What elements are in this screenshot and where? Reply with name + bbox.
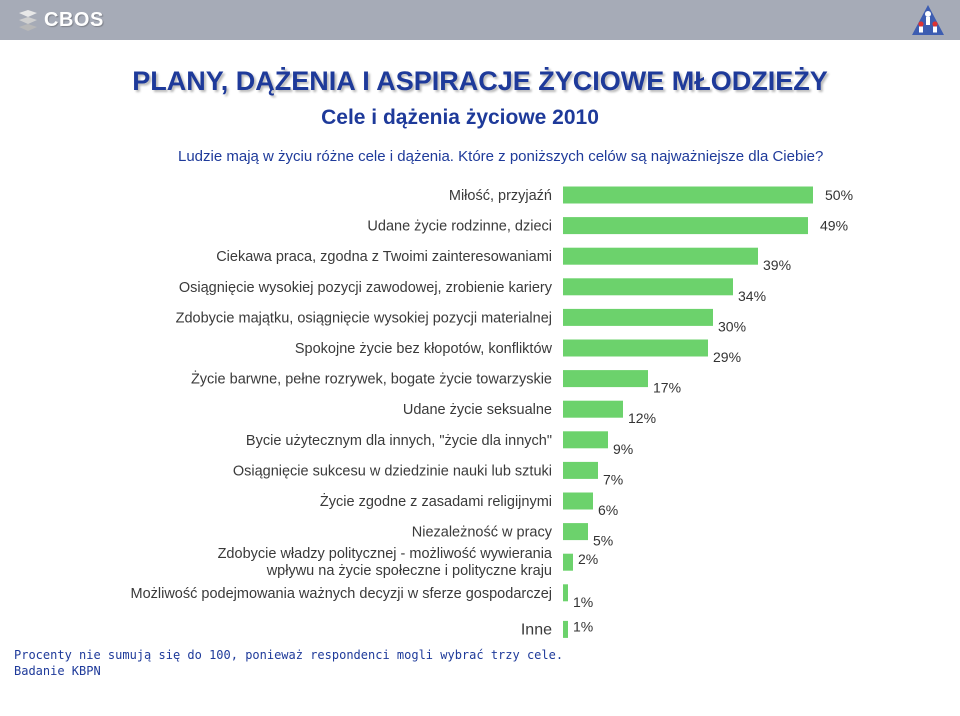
- survey-question: Ludzie mają w życiu różne cele i dążenia…: [178, 148, 824, 165]
- value-label: 7%: [603, 471, 623, 487]
- category-label: Ciekawa praca, zgodna z Twoimi zainteres…: [216, 249, 552, 265]
- category-label: Zdobycie majątku, osiągnięcie wysokiej p…: [176, 310, 552, 326]
- bar: [563, 370, 648, 388]
- bar: [563, 308, 713, 326]
- category-label: Inne: [521, 621, 552, 638]
- value-label: 50%: [825, 187, 853, 203]
- page-title: PLANY, DĄŻENIA I ASPIRACJE ŻYCIOWE MŁODZ…: [132, 66, 828, 96]
- bar: [563, 620, 568, 638]
- bar-chart: Miłość, przyjaźń 50% Udane życie rodzinne,…: [131, 186, 853, 638]
- chart-subtitle: Cele i dążenia życiowe 2010: [321, 106, 599, 129]
- value-label: 30%: [718, 318, 746, 334]
- people-emblem-icon: [912, 5, 944, 35]
- value-label: 6%: [598, 502, 618, 518]
- category-label: Udane życie rodzinne, dzieci: [367, 219, 552, 235]
- bar: [563, 584, 568, 602]
- category-label: Życie zgodne z zasadami religijnymi: [320, 492, 552, 510]
- cbos-logo: CBOS: [16, 6, 104, 34]
- category-label: Możliwość podejmowania ważnych decyzji w…: [131, 586, 553, 602]
- value-label: 49%: [820, 218, 848, 234]
- bar: [563, 186, 813, 204]
- bar: [563, 523, 588, 541]
- category-label: Niezależność w pracy: [412, 525, 553, 541]
- cbos-logo-icon: [19, 10, 37, 31]
- value-label: 1%: [573, 594, 593, 610]
- category-label: Osiągnięcie wysokiej pozycji zawodowej, …: [179, 280, 553, 296]
- header-bar: CBOS: [0, 0, 960, 40]
- value-label: 9%: [613, 441, 633, 457]
- category-label: Osiągnięcie sukcesu w dziedzinie nauki l…: [233, 463, 552, 479]
- value-label: 17%: [653, 380, 681, 396]
- category-label: Udane życie seksualne: [403, 402, 552, 418]
- value-label: 1%: [573, 618, 593, 634]
- bar: [563, 339, 708, 357]
- value-label: 29%: [713, 349, 741, 365]
- bar: [563, 247, 758, 265]
- footnote: Procenty nie sumują się do 100, ponieważ…: [14, 647, 563, 679]
- value-label: 39%: [763, 257, 791, 273]
- value-label: 5%: [593, 533, 613, 549]
- logo-text: CBOS: [44, 8, 104, 31]
- bar: [563, 400, 623, 418]
- category-label: Zdobycie władzy politycznej - możliwość …: [218, 546, 553, 579]
- category-label: Życie barwne, pełne rozrywek, bogate życ…: [191, 370, 552, 388]
- category-label: Miłość, przyjaźń: [449, 188, 552, 204]
- footnote-note: Procenty nie sumują się do 100, ponieważ…: [14, 648, 564, 662]
- bar: [563, 217, 808, 235]
- category-label: Bycie użytecznym dla innych, "życie dla …: [246, 433, 552, 449]
- bar: [563, 492, 593, 510]
- bar: [563, 431, 608, 449]
- bar: [563, 461, 598, 479]
- bar: [563, 553, 573, 571]
- bar: [563, 278, 733, 296]
- value-label: 12%: [628, 410, 656, 426]
- footnote-source: Badanie KBPN: [14, 664, 101, 678]
- value-label: 2%: [578, 551, 598, 567]
- category-label: Spokojne życie bez kłopotów, konfliktów: [295, 341, 553, 357]
- value-label: 34%: [738, 288, 766, 304]
